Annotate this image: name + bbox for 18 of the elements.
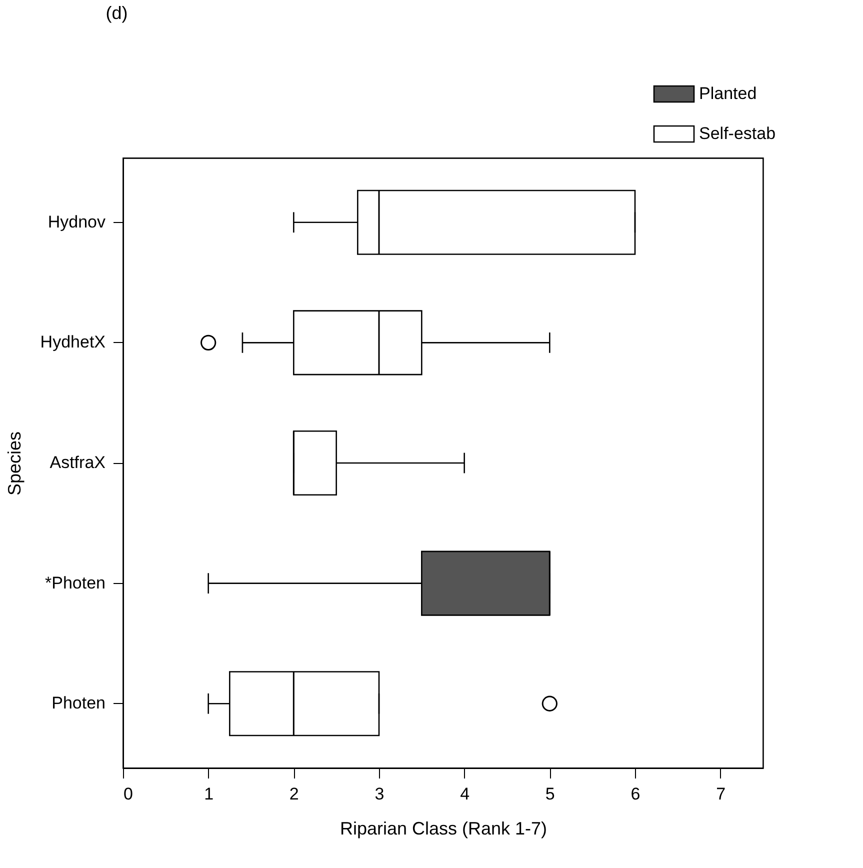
x-axis-title: Riparian Class (Rank 1-7) [340, 818, 548, 838]
y-tick-label: Photen [52, 694, 106, 713]
chart-title: (d) [106, 3, 128, 23]
y-axis-title: Species [4, 431, 24, 496]
y-tick-label: Hydnov [48, 212, 106, 232]
x-tick-label: 0 [124, 784, 133, 804]
x-tick-label: 2 [289, 784, 299, 804]
x-tick-label: 3 [374, 784, 384, 804]
y-tick-label: AstfraX [50, 453, 106, 472]
legend-label: Self-estab [699, 124, 776, 143]
x-tick-label: 5 [545, 784, 555, 804]
y-tick-label: HydhetX [40, 332, 106, 352]
x-tick-label: 1 [204, 784, 214, 804]
y-tick-label: *Photen [45, 573, 106, 592]
x-tick-label: 7 [716, 784, 726, 804]
legend-label: Planted [699, 84, 757, 103]
x-tick-label: 6 [630, 784, 640, 804]
x-tick-label: 4 [460, 784, 470, 804]
